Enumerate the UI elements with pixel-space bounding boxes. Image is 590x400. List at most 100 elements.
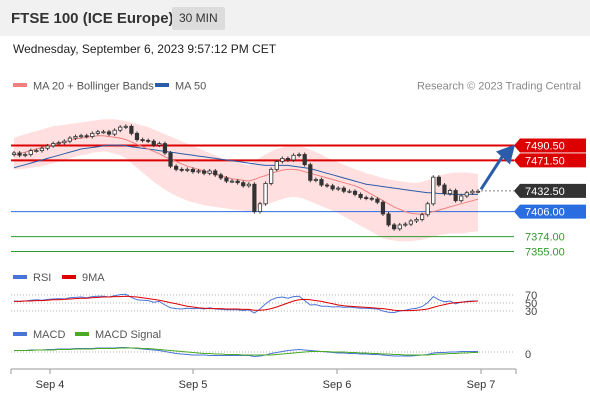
candle-body-38 (224, 177, 229, 182)
candle-body-36 (213, 170, 218, 176)
candle-body-19 (118, 126, 123, 131)
candle-body-72 (414, 219, 419, 222)
candle-body-46 (269, 168, 274, 184)
candle-body-37 (218, 174, 223, 179)
candle-body-22 (134, 132, 140, 141)
forecast-arrow (479, 144, 515, 191)
candle-body-3 (28, 150, 33, 155)
price-pane: MA 20 + Bollinger Bands MA 50 Research ©… (11, 81, 586, 259)
candle-body-26 (157, 143, 162, 146)
level-label-1: 7471.50 (525, 155, 565, 167)
level-labels: 7490.50 7471.50 7432.50 7406.00 7374.00 7355.… (514, 138, 586, 259)
candle-body-62 (358, 193, 363, 198)
candle-body-61 (352, 190, 358, 195)
candle-body-58 (336, 187, 341, 190)
ma50-line (13, 144, 478, 195)
time-tick-label-3: Sep 7 (467, 379, 496, 391)
candle-body-27 (162, 143, 168, 154)
candle-body-79 (453, 190, 458, 202)
candle-body-33 (196, 170, 201, 173)
ma50-legend-label: MA 50 (175, 81, 206, 93)
candle-body-80 (459, 195, 464, 202)
candle-body-50 (291, 154, 296, 161)
candle-body-69 (397, 224, 402, 230)
level-lines (11, 144, 514, 252)
candle-body-17 (106, 131, 112, 135)
candle-body-73 (419, 214, 425, 220)
candle-body-35 (207, 170, 212, 174)
candle-body-74 (425, 203, 430, 216)
chart-datetime: Wednesday, September 6, 2023 9:57:12 PM … (13, 42, 277, 56)
candle-body-12 (78, 135, 84, 138)
candle-body-31 (185, 168, 190, 171)
level-label-3: 7406.00 (525, 207, 565, 219)
macd-grid: 0 (11, 349, 531, 361)
candle-body-45 (263, 183, 268, 205)
rsi-legend-swatch (13, 275, 27, 279)
forecast-arrow-head (496, 144, 515, 165)
candle-body-83 (475, 190, 481, 193)
candle-body-41 (241, 182, 246, 187)
candle-body-21 (129, 125, 134, 134)
candle-body-18 (112, 129, 117, 135)
candle-body-67 (386, 213, 391, 226)
level-label-2: 7432.50 (525, 186, 565, 198)
chart-header: FTSE 100 (ICE Europe) 30 MIN (0, 0, 590, 36)
candle-body-6 (45, 145, 50, 149)
level-label-box-0 (514, 138, 586, 153)
candle-body-14 (90, 132, 95, 137)
candle-body-7 (51, 143, 56, 147)
candle-body-15 (95, 131, 100, 134)
candle-body-54 (313, 179, 318, 181)
chart-credit: Research © 2023 Trading Central (417, 81, 581, 93)
candle-body-44 (257, 203, 263, 213)
candle-body-42 (246, 183, 251, 187)
candle-body-34 (201, 170, 207, 174)
candle-body-43 (252, 183, 257, 213)
candle-body-5 (39, 147, 45, 151)
timeframe-selector[interactable]: 30 MIN (172, 7, 225, 30)
candle-body-29 (174, 165, 179, 170)
level-label-box-3 (514, 204, 586, 219)
candle-body-56 (324, 184, 330, 187)
macd-signal-legend-swatch (75, 332, 89, 336)
candle-body-9 (62, 140, 67, 144)
rsi-ma-line (14, 295, 479, 312)
candle-body-10 (67, 137, 73, 142)
level-label-box-2 (514, 183, 586, 198)
candle-body-70 (403, 223, 408, 226)
instrument-title: FTSE 100 (ICE Europe) (11, 10, 174, 27)
rsi-ma-legend-label: 9MA (82, 272, 105, 284)
candle-body-23 (140, 139, 145, 142)
candle-body-51 (297, 154, 302, 156)
candle-body-28 (168, 152, 173, 167)
candle-body-63 (364, 197, 369, 199)
candle-body-24 (146, 140, 151, 142)
rsi-tick-2: 30 (525, 306, 537, 318)
candle-body-65 (375, 198, 380, 203)
ma50-legend-swatch (155, 83, 169, 87)
macd-legend-swatch (13, 332, 27, 336)
ma20-legend-label: MA 20 + Bollinger Bands (33, 81, 154, 93)
time-axis: Sep 4 Sep 5 Sep 6 Sep 7 (10, 368, 517, 391)
macd-signal-line (14, 347, 478, 356)
price-legend: MA 20 + Bollinger Bands MA 50 Research ©… (13, 81, 581, 93)
candle-body-1 (17, 152, 22, 156)
candle-body-82 (470, 190, 475, 194)
candle-body-11 (73, 136, 78, 139)
candle-body-32 (190, 168, 195, 173)
level-label-5: 7355.00 (525, 247, 565, 259)
candle-body-81 (464, 192, 469, 197)
macd-signal-legend-label: MACD Signal (95, 329, 161, 341)
rsi-legend-label: RSI (33, 272, 51, 284)
candle-body-66 (380, 201, 386, 215)
candle-body-49 (285, 158, 291, 161)
macd-tick-0: 0 (525, 349, 531, 361)
candle-body-64 (369, 197, 374, 200)
candle-body-77 (442, 184, 447, 195)
ma20-legend-swatch (13, 83, 27, 87)
candle-body-25 (151, 140, 156, 146)
candle-body-48 (280, 158, 285, 162)
